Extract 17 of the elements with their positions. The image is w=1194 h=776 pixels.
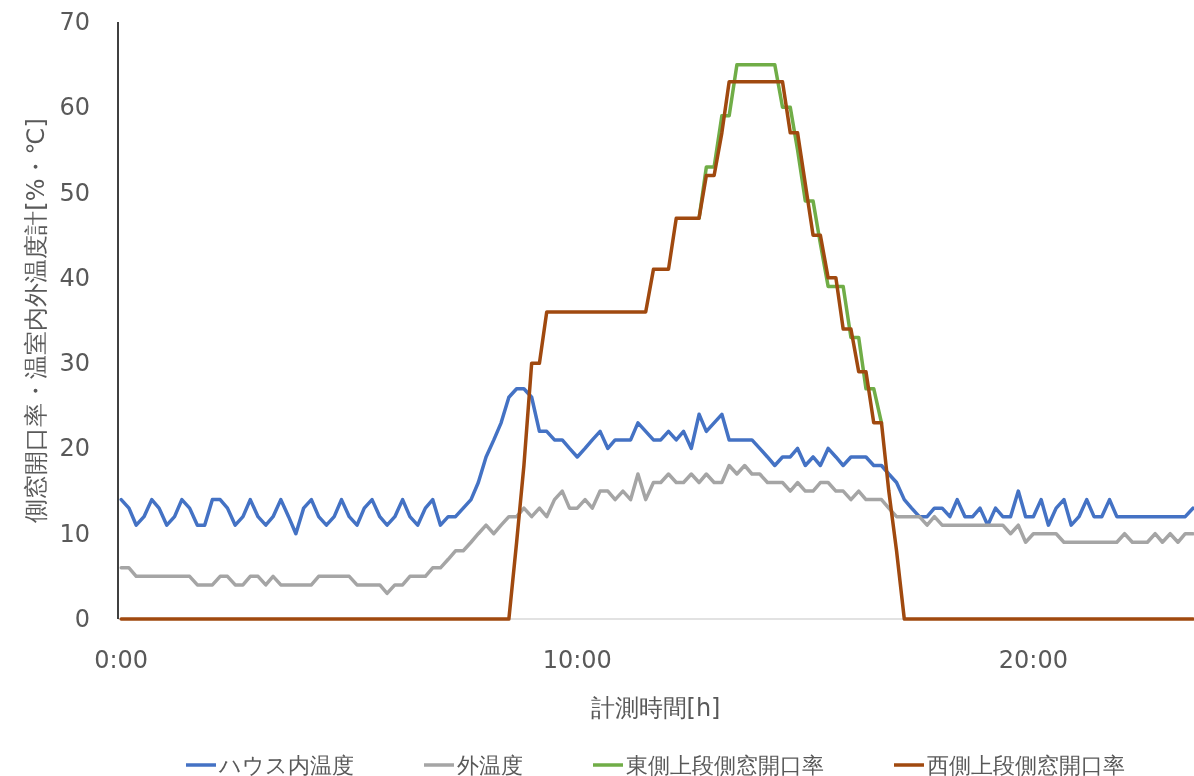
x-axis-title: 計測時間[h] <box>590 694 721 722</box>
legend-label: 東側上段側窓開口率 <box>626 752 824 776</box>
y-tick-label: 60 <box>59 93 90 122</box>
y-tick-label: 0 <box>74 605 90 633</box>
y-tick-label: 40 <box>59 263 90 292</box>
y-tick-label: 50 <box>59 178 90 207</box>
legend-label: ハウス内温度 <box>218 752 354 776</box>
y-tick-label: 70 <box>59 8 90 36</box>
legend-label: 西側上段側窓開口率 <box>927 752 1125 776</box>
x-tick-label: 0:00 <box>94 646 149 674</box>
x-tick-label: 20:00 <box>998 646 1068 674</box>
y-tick-label: 10 <box>59 519 90 548</box>
y-tick-label: 20 <box>59 434 90 463</box>
x-tick-label: 10:00 <box>542 646 612 674</box>
y-axis-title: 側窓開口率・温室内外温度計[%・℃] <box>22 118 50 523</box>
legend-label: 外温度 <box>457 752 523 776</box>
y-tick-label: 30 <box>59 349 90 378</box>
